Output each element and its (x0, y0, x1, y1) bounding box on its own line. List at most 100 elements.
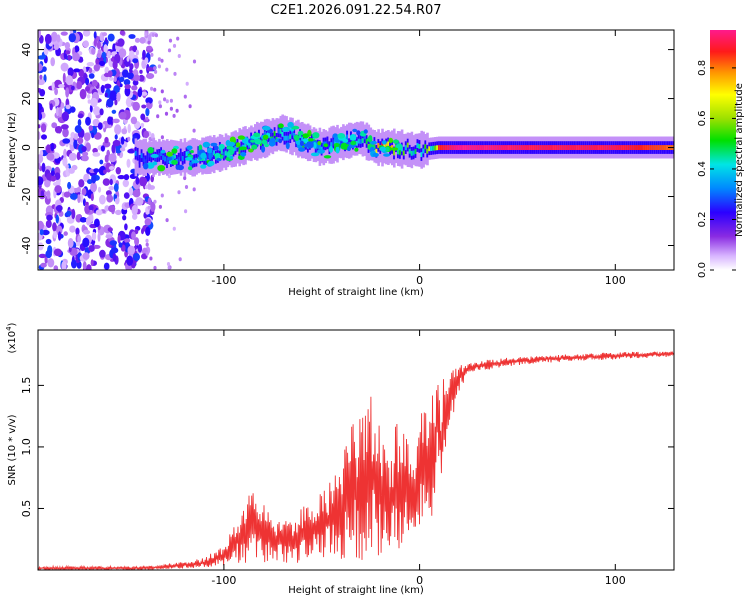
noise-cell (60, 62, 69, 72)
colorbar-ticks: 0.0 0.2 0.4 0.6 0.8 (697, 60, 736, 278)
noise-cell (51, 81, 55, 91)
noise-cell (114, 134, 118, 140)
ridge-core (205, 156, 208, 161)
noise-cell (145, 107, 150, 117)
noise-cell (85, 216, 91, 226)
noise-cell (145, 238, 149, 243)
noise-cell (83, 73, 88, 80)
noise-cell (113, 194, 118, 199)
ridge-blob (349, 134, 357, 141)
ridge-core (530, 145, 533, 150)
ridge-core (633, 145, 637, 150)
noise-cell (90, 259, 94, 267)
ridge-blob (323, 143, 329, 148)
ridge-blob (253, 132, 260, 138)
noise-cell (106, 98, 114, 108)
noise-cell (79, 217, 87, 223)
noise-cell (142, 49, 146, 61)
ridge-blob (328, 146, 334, 153)
noise-cell (77, 194, 81, 204)
noise-cell (54, 126, 63, 134)
noise-cell (55, 214, 59, 224)
noise-cell (86, 94, 91, 99)
ridge-core (457, 145, 460, 150)
noise-cell (184, 209, 188, 214)
noise-cell (85, 86, 90, 92)
noise-cell (150, 86, 154, 91)
noise-cell (67, 181, 72, 190)
noise-cell (47, 258, 55, 268)
ridge-core (651, 145, 654, 150)
ridge-blob (229, 155, 234, 160)
noise-cell (107, 116, 113, 125)
noise-cell (50, 142, 55, 152)
ridge-core (551, 145, 554, 150)
noise-cell (69, 106, 76, 113)
noise-cell (77, 235, 81, 244)
ridge-core (553, 145, 556, 150)
noise-cell (82, 151, 89, 157)
ridge-core (598, 145, 601, 150)
noise-cell (79, 192, 84, 203)
noise-cell (99, 249, 106, 258)
noise-cell (110, 247, 119, 254)
noise-cell (101, 51, 107, 59)
ridge-core (569, 145, 572, 150)
noise-cell (172, 113, 176, 118)
ridge-core (187, 150, 190, 156)
noise-cell (124, 238, 131, 243)
noise-cell (67, 54, 72, 61)
noise-cell (114, 124, 122, 135)
noise-cell (106, 194, 114, 203)
ridge-core (424, 144, 427, 150)
noise-cell (169, 106, 173, 111)
ridge-core (520, 145, 523, 150)
ridge-core (614, 145, 617, 150)
noise-cell (71, 208, 76, 220)
ridge-blob (226, 146, 235, 150)
ridge-core (420, 152, 423, 157)
ridge-core (608, 145, 611, 150)
ridge-blob (250, 139, 256, 143)
noise-cell (146, 45, 153, 51)
noise-cell (103, 262, 110, 270)
ridge-core (543, 145, 547, 150)
ridge-core (434, 145, 437, 151)
noise-cell (166, 262, 171, 266)
ridge-blob (352, 128, 358, 133)
ridge-core (179, 152, 183, 158)
noise-cell (85, 77, 90, 86)
noise-cell (118, 111, 127, 120)
noise-cell (78, 179, 85, 188)
ridge-blob (166, 156, 173, 161)
noise-cell (72, 187, 81, 193)
noise-cell (108, 186, 115, 191)
ridge-core (518, 145, 521, 150)
ridge-blob (238, 146, 248, 151)
noise-cell (117, 175, 126, 180)
ridge-core (625, 145, 629, 150)
noise-cell (108, 166, 115, 170)
ridge-core (577, 145, 580, 150)
noise-cell (102, 178, 111, 186)
noise-cell (129, 50, 135, 59)
noise-cell (45, 238, 52, 245)
noise-cell (39, 229, 44, 236)
ridge-core (291, 130, 294, 136)
noise-cell (132, 58, 139, 64)
noise-cell (55, 205, 63, 212)
ridge-core (140, 153, 143, 159)
ridge-core (299, 133, 302, 138)
ridge-core (661, 145, 664, 150)
snr-frame (37, 329, 675, 571)
ridge-core (492, 145, 496, 150)
noise-cell (160, 193, 164, 198)
noise-cell (128, 187, 134, 196)
ridge-core (183, 154, 187, 160)
ridge-core (459, 145, 462, 150)
noise-cell (50, 57, 55, 67)
ridge-core (414, 149, 417, 154)
noise-cell (173, 71, 177, 76)
noise-cell (126, 158, 131, 168)
noise-cell (115, 167, 122, 175)
